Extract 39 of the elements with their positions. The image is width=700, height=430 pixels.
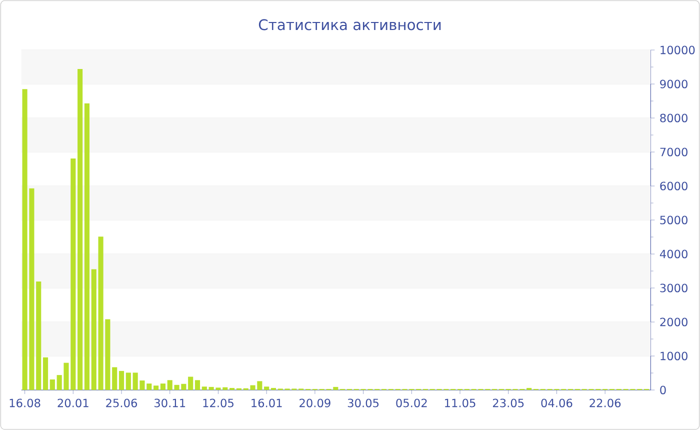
x-tick-label: 05.02 (396, 398, 427, 408)
x-tick-label: 30.05 (348, 398, 379, 408)
y-tick-label: 9000 (660, 80, 688, 88)
y-tick-label: 0 (660, 386, 666, 394)
bar (112, 367, 118, 390)
bar (202, 386, 207, 390)
bar (84, 103, 90, 390)
y-tick-label: 5000 (660, 216, 688, 224)
bar (160, 384, 166, 390)
y-tick-label: 10000 (660, 46, 695, 54)
x-tick-label: 04.06 (541, 398, 572, 408)
y-tick-label: 4000 (660, 250, 688, 258)
bar (118, 370, 124, 390)
x-tick-label: 22.06 (590, 398, 621, 408)
y-tick-label: 7000 (660, 148, 688, 156)
x-tick-label: 30.11 (154, 398, 186, 408)
bar (42, 357, 48, 390)
bar (264, 386, 270, 390)
y-tick-label: 8000 (660, 114, 688, 122)
y-tick-label: 6000 (660, 182, 688, 190)
x-tick-label: 11.05 (445, 398, 476, 408)
y-tick-label: 2000 (660, 318, 688, 326)
bar (50, 379, 55, 390)
bar (154, 386, 159, 390)
y-tick-label: 3000 (660, 284, 688, 292)
bar (194, 380, 200, 390)
bar (126, 372, 131, 390)
x-tick-label: 20.09 (300, 398, 330, 408)
x-tick-label: 12.05 (203, 398, 234, 408)
x-tick-label: 16.08 (10, 398, 40, 408)
x-tick-label: 25.06 (106, 398, 138, 408)
bar (188, 376, 194, 390)
chart-title: Статистика активности (258, 19, 441, 30)
x-tick-label: 20.01 (58, 398, 88, 408)
bar (36, 282, 42, 390)
bar (78, 69, 83, 390)
y-tick-label: 1000 (660, 352, 688, 360)
x-tick-label: 16.01 (252, 398, 282, 408)
x-tick-label: 23.05 (492, 398, 524, 408)
